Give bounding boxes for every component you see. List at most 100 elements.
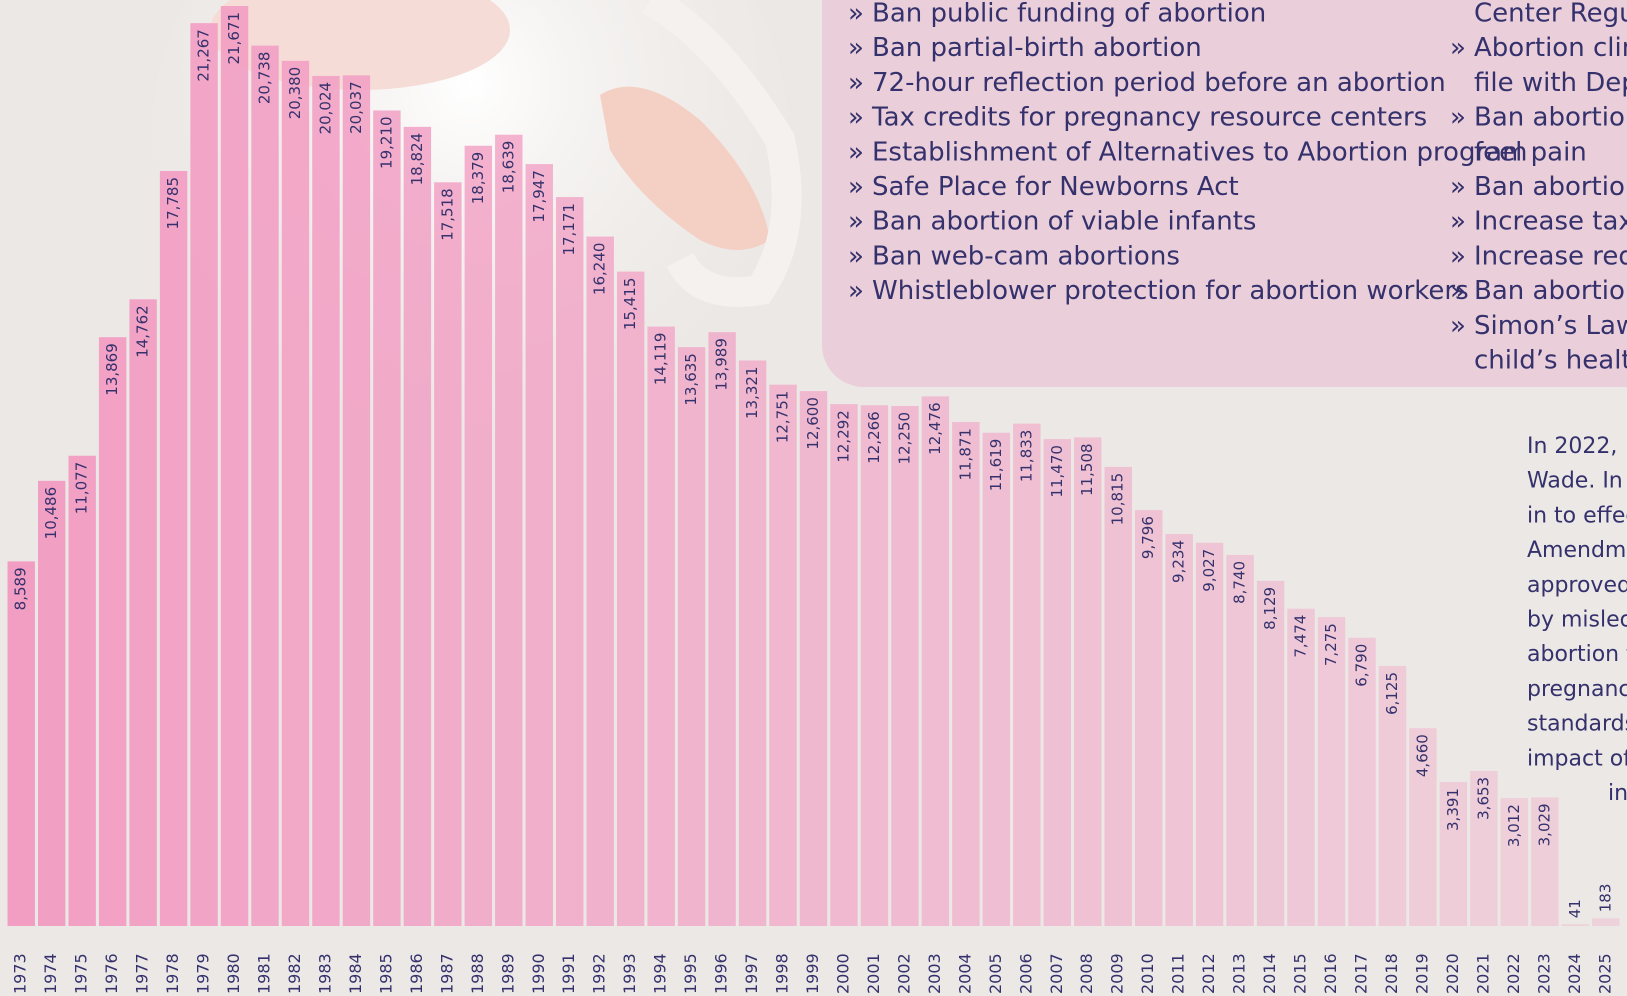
x-tick-label: 1985 [376, 953, 395, 994]
x-tick-label: 1973 [11, 953, 30, 994]
value-label: 13,635 [682, 353, 700, 406]
x-tick-label: 1987 [437, 953, 456, 994]
value-label: 3,029 [1535, 803, 1553, 846]
bar [190, 23, 217, 926]
bullet: » [1450, 103, 1466, 133]
x-tick-label: 1986 [407, 953, 426, 994]
bar [983, 433, 1010, 926]
x-tick-label: 1979 [194, 953, 213, 994]
x-tick-label: 1994 [651, 953, 670, 994]
bullet: » [848, 276, 864, 306]
value-label: 17,785 [164, 177, 182, 230]
value-label: 12,250 [895, 412, 913, 465]
x-tick-label: 1977 [133, 953, 152, 994]
list-item: Abortion clini [1474, 33, 1627, 63]
bar [708, 332, 735, 926]
x-tick-label: 2017 [1351, 953, 1370, 994]
bar [1196, 543, 1223, 926]
bar [404, 127, 431, 926]
list-item: 72-hour reflection period before an abor… [872, 68, 1446, 98]
bar [586, 237, 613, 926]
value-label: 6,790 [1352, 644, 1370, 687]
value-label: 10,815 [1109, 473, 1127, 526]
paragraph-line: standards [1527, 712, 1627, 737]
value-label: 4,660 [1413, 734, 1431, 777]
bar [312, 76, 339, 926]
bar [617, 272, 644, 926]
bullet: » [848, 137, 864, 167]
bar [891, 406, 918, 926]
value-label: 8,129 [1261, 587, 1279, 630]
value-label: 13,989 [713, 338, 731, 391]
bullet: » [1450, 33, 1466, 63]
bar [678, 347, 705, 926]
bar [861, 405, 888, 926]
x-tick-label: 1975 [72, 953, 91, 994]
list-item: file with Depa [1474, 68, 1627, 98]
bar [922, 396, 949, 926]
bar [99, 337, 126, 926]
x-tick-label: 2005 [986, 953, 1005, 994]
value-label: 17,518 [438, 188, 456, 241]
x-tick-label: 1980 [224, 953, 243, 994]
chart: 8,589197310,486197411,077197513,86919761… [0, 0, 1627, 996]
value-label: 17,947 [530, 170, 548, 223]
list-item: Ban abortion of viable infants [872, 207, 1256, 237]
list-item: Establishment of Alternatives to Abortio… [872, 137, 1527, 167]
x-tick-label: 2003 [925, 953, 944, 994]
bullet: » [848, 172, 864, 202]
x-tick-label: 2018 [1382, 953, 1401, 994]
bullet: » [1450, 311, 1466, 341]
paragraph-line: Amendme [1527, 538, 1627, 563]
value-label: 21,671 [225, 12, 243, 65]
value-label: 3,391 [1444, 788, 1462, 831]
x-tick-label: 1981 [255, 953, 274, 994]
bullet: » [848, 207, 864, 237]
bullet: » [848, 103, 864, 133]
x-tick-label: 2007 [1047, 953, 1066, 994]
x-tick-label: 1974 [41, 953, 60, 994]
bar [465, 146, 492, 926]
paragraph-line: In 2022, [1527, 434, 1617, 459]
list-item: Ban abortion [1474, 103, 1627, 133]
bar [1013, 424, 1040, 926]
value-label: 20,738 [256, 52, 274, 104]
bar [434, 182, 461, 926]
x-tick-label: 2008 [1077, 953, 1096, 994]
bar [343, 75, 370, 926]
paragraph-line: pregnancy [1527, 677, 1627, 702]
value-label: 7,275 [1322, 623, 1340, 666]
list-item: Increase requ [1474, 241, 1627, 271]
value-label: 10,486 [42, 487, 60, 540]
bar [1257, 581, 1284, 926]
value-label: 183 [1596, 884, 1614, 913]
bar [373, 110, 400, 926]
x-tick-label: 2016 [1321, 953, 1340, 994]
x-tick-label: 1998 [773, 953, 792, 994]
bar [251, 46, 278, 926]
value-label: 3,653 [1474, 777, 1492, 820]
bar [1592, 918, 1619, 926]
paragraph-line: in to effec [1527, 503, 1627, 528]
x-tick-label: 2006 [1016, 953, 1035, 994]
x-tick-label: 2009 [1108, 953, 1127, 994]
bar [282, 61, 309, 926]
x-tick-label: 1989 [498, 953, 517, 994]
value-label: 11,833 [1017, 430, 1035, 483]
paragraph-line: approved [1527, 573, 1627, 598]
list-item: Whistleblower protection for abortion wo… [872, 276, 1469, 306]
x-tick-label: 1993 [620, 953, 639, 994]
paragraph-line: in [1608, 781, 1627, 806]
bar [1562, 924, 1589, 926]
x-tick-label: 2012 [1199, 953, 1218, 994]
value-label: 12,600 [804, 397, 822, 450]
x-tick-label: 2002 [894, 953, 913, 994]
x-tick-label: 1996 [712, 953, 731, 994]
bullet: » [848, 33, 864, 63]
value-label: 11,077 [73, 462, 91, 514]
value-label: 15,415 [621, 278, 639, 331]
value-label: 7,474 [1292, 615, 1310, 658]
x-tick-label: 1992 [590, 953, 609, 994]
list-item: Increase tax c [1474, 207, 1627, 237]
